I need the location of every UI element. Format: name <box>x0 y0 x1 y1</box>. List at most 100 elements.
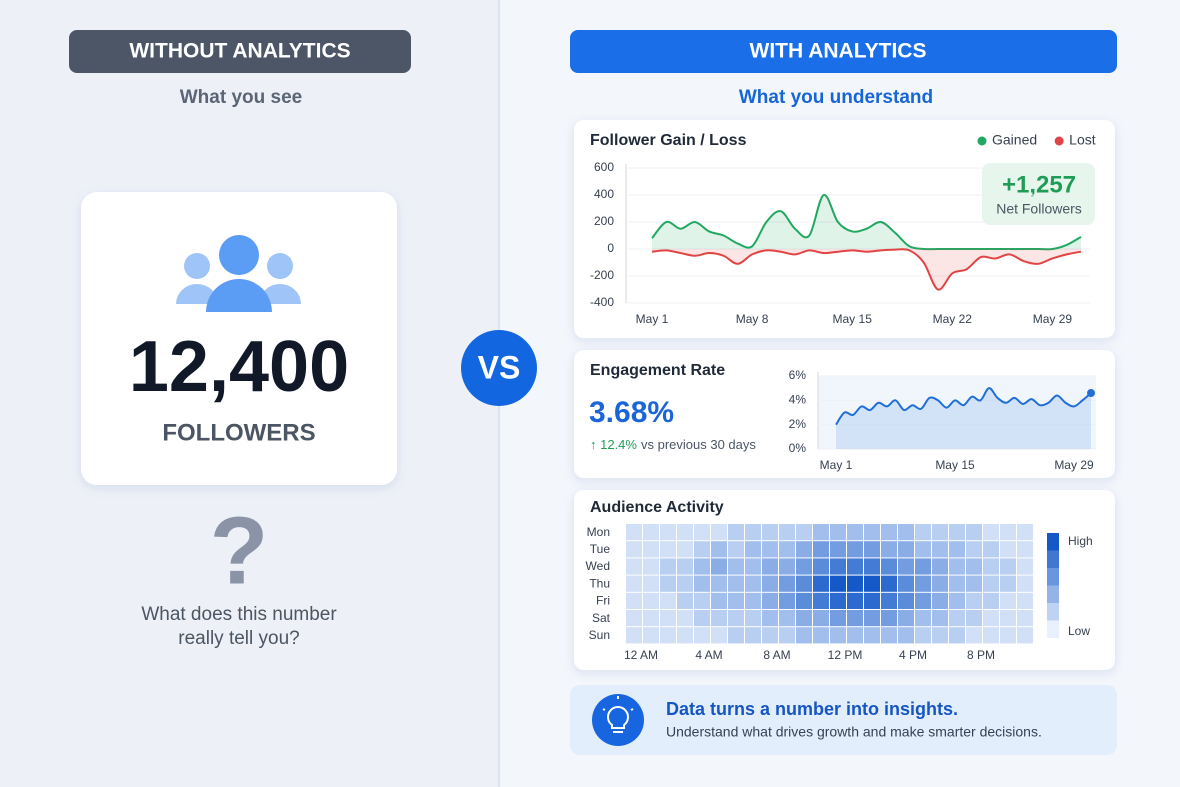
heat-cell <box>949 627 965 644</box>
heat-cell <box>660 592 676 609</box>
x-tick-label: May 29 <box>1033 312 1073 326</box>
heat-cell <box>966 575 982 592</box>
x-tick-label: 4 PM <box>899 648 927 662</box>
heat-cell <box>898 627 914 644</box>
stat-value: 12,400 <box>129 327 349 407</box>
heat-cell <box>1017 558 1033 575</box>
heat-cell <box>779 524 795 541</box>
heat-cell <box>813 610 829 627</box>
heat-cell <box>915 524 931 541</box>
legend-label: Gained <box>992 132 1037 148</box>
heat-cell <box>983 592 999 609</box>
heat-cell <box>881 627 897 644</box>
heat-cell <box>694 558 710 575</box>
heat-cell <box>796 592 812 609</box>
y-tick-label: 6% <box>789 368 807 382</box>
badge-text: WITH ANALYTICS <box>750 40 927 63</box>
question-mark: ? <box>210 497 269 604</box>
plot-area <box>818 376 1096 449</box>
heat-cell <box>881 592 897 609</box>
heat-cell <box>813 575 829 592</box>
heat-cell <box>711 610 727 627</box>
change-note: vs previous 30 days <box>641 437 756 452</box>
chart-title: Follower Gain / Loss <box>590 132 747 149</box>
y-tick-label: Sat <box>592 611 611 625</box>
heat-cell <box>864 558 880 575</box>
heat-cell <box>932 575 948 592</box>
heat-cell <box>677 541 693 558</box>
vs-text: VS <box>478 349 521 385</box>
heat-cell <box>694 627 710 644</box>
heat-cell <box>711 592 727 609</box>
heat-cell <box>728 524 744 541</box>
heat-cell <box>728 541 744 558</box>
heat-cell <box>847 575 863 592</box>
heat-cell <box>830 524 846 541</box>
heat-cell <box>745 610 761 627</box>
heat-cell <box>762 524 778 541</box>
heat-cell <box>626 627 642 644</box>
heat-cell <box>643 541 659 558</box>
legend-step <box>1047 603 1059 621</box>
heat-cell <box>728 558 744 575</box>
heat-cell <box>762 575 778 592</box>
heat-cell <box>847 610 863 627</box>
heat-cell <box>796 575 812 592</box>
heat-cell <box>694 541 710 558</box>
heat-cell <box>626 610 642 627</box>
heat-cell <box>677 524 693 541</box>
heat-cell <box>830 575 846 592</box>
heat-cell <box>643 575 659 592</box>
heat-cell <box>966 592 982 609</box>
heat-cell <box>643 627 659 644</box>
heat-cell <box>830 592 846 609</box>
heat-cell <box>813 558 829 575</box>
heat-cell <box>626 575 642 592</box>
question-line: really tell you? <box>178 628 299 649</box>
badge-text: WITHOUT ANALYTICS <box>129 40 350 63</box>
heat-cell <box>881 610 897 627</box>
heat-cell <box>711 541 727 558</box>
heat-cell <box>864 524 880 541</box>
heat-cell <box>881 541 897 558</box>
heat-cell <box>983 627 999 644</box>
heat-cell <box>728 575 744 592</box>
heat-cell <box>915 575 931 592</box>
y-tick-label: 0 <box>607 241 614 255</box>
heat-cell <box>830 627 846 644</box>
heat-cell <box>762 592 778 609</box>
heat-cell <box>966 558 982 575</box>
heat-cell <box>898 610 914 627</box>
heat-cell <box>762 627 778 644</box>
badge <box>69 30 411 73</box>
bulb-icon <box>602 696 634 733</box>
y-tick-label: Mon <box>587 525 610 539</box>
y-tick-label: 0% <box>789 441 807 455</box>
heat-cell <box>779 592 795 609</box>
legend-step <box>1047 620 1059 638</box>
heat-cell <box>949 575 965 592</box>
legend-label: Lost <box>1069 132 1096 148</box>
heat-cell <box>643 524 659 541</box>
heat-cell <box>779 627 795 644</box>
heat-cell <box>745 541 761 558</box>
heat-cell <box>1000 592 1016 609</box>
heat-cell <box>1017 592 1033 609</box>
legend-label: Low <box>1068 624 1090 638</box>
heat-cell <box>898 541 914 558</box>
heat-cell <box>932 558 948 575</box>
legend-step <box>1047 550 1059 568</box>
heat-cell <box>898 558 914 575</box>
series-line <box>651 194 1082 251</box>
heat-cell <box>1000 575 1016 592</box>
heat-cell <box>711 627 727 644</box>
change-value: ↑ 12.4% <box>590 437 637 452</box>
x-tick-label: 12 PM <box>828 648 863 662</box>
heat-cell <box>643 610 659 627</box>
heat-cell <box>626 524 642 541</box>
heat-cell <box>745 558 761 575</box>
heat-cell <box>915 558 931 575</box>
heat-cell <box>983 524 999 541</box>
subtitle: What you understand <box>739 87 933 108</box>
